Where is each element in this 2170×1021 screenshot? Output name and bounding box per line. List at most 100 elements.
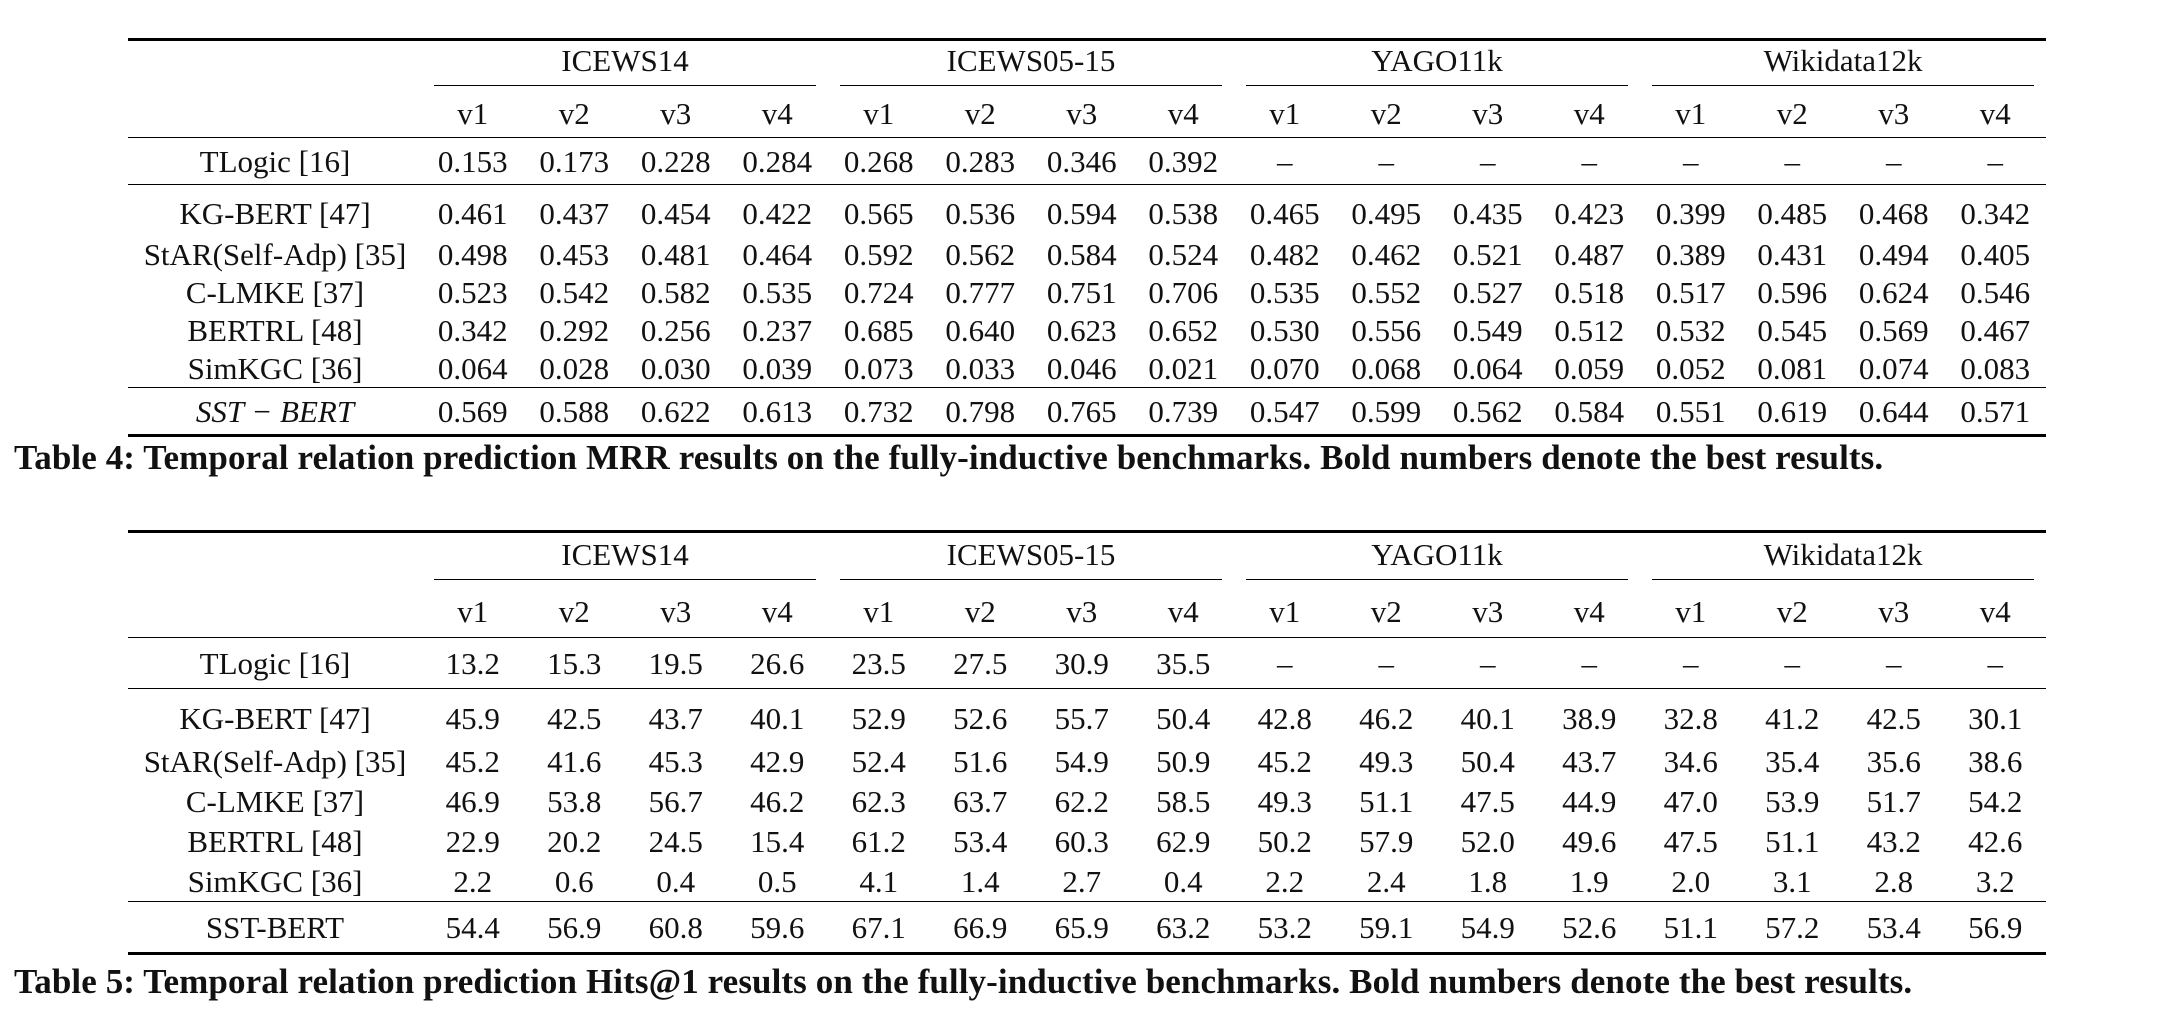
value-cell: 42.8 (1257, 700, 1312, 736)
table-row: BERTRL [48] 0.342 0.292 0.256 0.237 0.685 0.64… (128, 311, 2046, 349)
group-header: YAGO11k (1234, 38, 1641, 89)
value-cell: 0.423 (1554, 195, 1625, 231)
version-header: v4 (1167, 95, 1199, 131)
value-cell: 0.521 (1452, 236, 1523, 272)
value-cell: 2.8 (1874, 863, 1914, 899)
value-cell: 0.237 (742, 312, 813, 348)
value-cell: 60.3 (1054, 823, 1109, 859)
value-cell: 46.2 (750, 783, 805, 819)
version-header: v2 (1370, 95, 1402, 131)
value-cell: 0.685 (843, 312, 914, 348)
table-5: ICEWS14 ICEWS05-15 YAGO11k Wikidata12k v… (128, 530, 2047, 955)
value-cell: 0.530 (1249, 312, 1320, 348)
value-cell: 0.173 (523, 137, 625, 185)
value-cell: 61.2 (851, 823, 906, 859)
value-cell: 0.613 (726, 387, 828, 437)
value-cell: 54.2 (1968, 783, 2023, 819)
version-header: v1 (457, 593, 489, 629)
table-5-caption: Table 5: Temporal relation prediction Hi… (14, 962, 1913, 1001)
value-cell: 0.644 (1843, 387, 1945, 437)
value-cell: 2.7 (1062, 863, 1102, 899)
value-cell: 0.392 (1132, 137, 1235, 185)
version-header: v3 (1472, 593, 1504, 629)
value-cell: 30.9 (1031, 637, 1133, 689)
value-cell: 65.9 (1031, 901, 1133, 955)
value-cell: 0.453 (539, 236, 610, 272)
value-cell: 0.435 (1452, 195, 1523, 231)
value-cell: 0.405 (1960, 236, 2031, 272)
version-header: v3 (1878, 593, 1910, 629)
value-cell: 0.569 (422, 387, 524, 437)
value-cell: 0.547 (1234, 387, 1336, 437)
value-cell: 0.268 (828, 137, 930, 185)
method-name-cell: TLogic [16] (128, 137, 422, 185)
table-4: ICEWS14 ICEWS05-15 YAGO11k Wikidata12k v… (128, 38, 2047, 437)
value-cell: 35.6 (1866, 743, 1921, 779)
value-cell: 51.1 (1640, 901, 1742, 955)
value-cell: – (1944, 137, 2047, 185)
version-header: v2 (558, 95, 590, 131)
value-cell: 35.5 (1132, 637, 1235, 689)
version-header: v4 (1573, 593, 1605, 629)
value-cell: – (1234, 137, 1336, 185)
value-cell: 51.7 (1866, 783, 1921, 819)
value-cell: 24.5 (648, 823, 703, 859)
value-cell: 0.751 (1046, 274, 1117, 310)
version-header: v4 (1573, 95, 1605, 131)
value-cell: 59.6 (726, 901, 828, 955)
value-cell: 0.552 (1351, 274, 1422, 310)
value-cell: – (1335, 137, 1438, 185)
value-cell: 0.081 (1757, 350, 1828, 386)
value-cell: 0.073 (843, 350, 914, 386)
group-header: Wikidata12k (1640, 530, 2047, 585)
value-cell: – (1944, 637, 2047, 689)
value-cell: 0.070 (1249, 350, 1320, 386)
method-name-cell: StAR(Self-Adp) [35] (143, 236, 407, 272)
value-cell: 0.059 (1554, 350, 1625, 386)
value-cell: 52.6 (1538, 901, 1641, 955)
table-row: BERTRL [48] 22.9 20.2 24.5 15.4 61.2 53.4 60.3 6… (128, 821, 2046, 861)
version-header: v1 (1675, 593, 1707, 629)
value-cell: 53.4 (1843, 901, 1945, 955)
value-cell: 0.562 (945, 236, 1016, 272)
value-cell: 0.546 (1960, 274, 2031, 310)
value-cell: 0.596 (1757, 274, 1828, 310)
value-cell: 62.2 (1054, 783, 1109, 819)
version-header: v4 (761, 95, 793, 131)
value-cell: 0.342 (1960, 195, 2031, 231)
value-cell: 0.623 (1046, 312, 1117, 348)
value-cell: 27.5 (929, 637, 1031, 689)
method-name-cell: TLogic [16] (128, 637, 422, 689)
value-cell: 2.4 (1366, 863, 1406, 899)
value-cell: 0.6 (554, 863, 594, 899)
value-cell: 19.5 (625, 637, 727, 689)
value-cell: 0.021 (1148, 350, 1219, 386)
value-cell: 0.153 (422, 137, 524, 185)
value-cell: 0.582 (640, 274, 711, 310)
table-row: TLogic [16] 0.153 0.173 0.228 0.284 0.268 0.28… (128, 137, 2047, 185)
value-cell: 0.431 (1757, 236, 1828, 272)
value-cell: 0.523 (437, 274, 508, 310)
value-cell: 0.517 (1655, 274, 1726, 310)
value-cell: 0.464 (742, 236, 813, 272)
value-cell: 47.0 (1663, 783, 1718, 819)
version-header: v3 (1878, 95, 1910, 131)
value-cell: 0.536 (945, 195, 1016, 231)
value-cell: 63.2 (1132, 901, 1235, 955)
value-cell: 42.5 (1866, 700, 1921, 736)
table-row: SST-BERT 54.4 56.9 60.8 59.6 67.1 66.9 65.9 63.2… (128, 901, 2047, 955)
table-row: C-LMKE [37] 0.523 0.542 0.582 0.535 0.724 0.77… (128, 273, 2046, 311)
value-cell: 0.524 (1148, 236, 1219, 272)
group-header: ICEWS14 (422, 530, 828, 585)
value-cell: – (1843, 137, 1945, 185)
method-name-cell: C-LMKE [37] (185, 274, 365, 310)
table-row: StAR(Self-Adp) [35] 45.2 41.6 45.3 42.9 52.4 5… (128, 741, 2046, 781)
value-cell: 41.6 (547, 743, 602, 779)
version-header: v3 (1472, 95, 1504, 131)
value-cell: 0.033 (945, 350, 1016, 386)
version-header: v2 (1776, 593, 1808, 629)
value-cell: 0.481 (640, 236, 711, 272)
value-cell: 26.6 (726, 637, 828, 689)
value-cell: 0.562 (1437, 387, 1539, 437)
value-cell: 0.599 (1335, 387, 1438, 437)
